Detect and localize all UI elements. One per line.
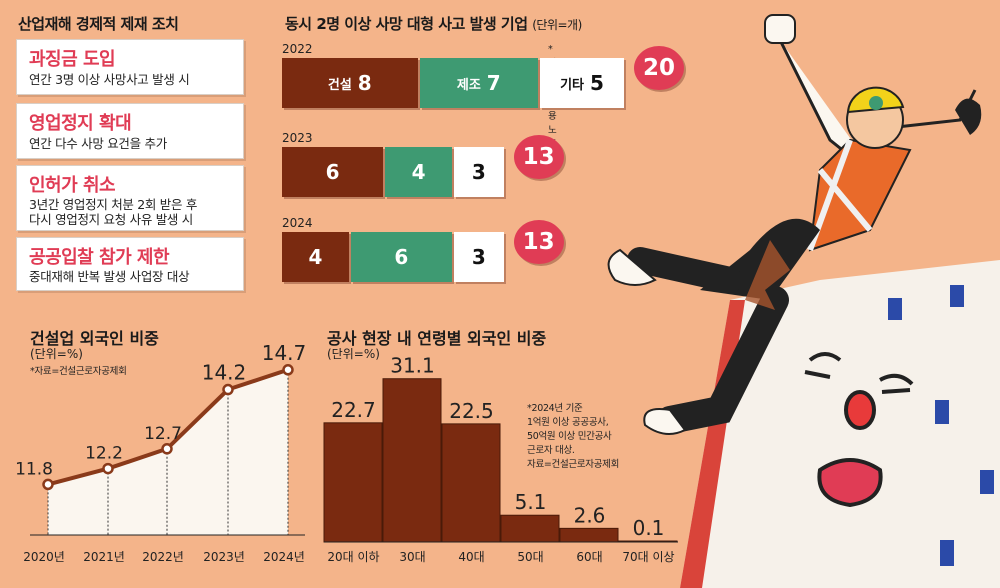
segment-value: 8: [357, 71, 372, 95]
data-point: [222, 383, 234, 396]
total-bubble: 13: [513, 135, 564, 179]
stack-segment-other: 기타 5: [540, 58, 624, 108]
age-bar: [323, 422, 383, 543]
total-bubble: 13: [513, 220, 564, 264]
accident-chart-title: 동시 2명 이상 사망 대형 사고 발생 기업: [285, 15, 528, 33]
age-note: 근로자 대상.: [527, 445, 575, 456]
value-label: 14.7: [262, 341, 307, 365]
accident-chart-unit: (단위=개): [532, 18, 582, 32]
data-point: [282, 364, 294, 376]
age-chart-unit: (단위=%): [327, 347, 380, 361]
x-tick-label: 2021년: [83, 550, 125, 564]
value-label: 12.7: [144, 424, 182, 444]
foreign-share-title: 건설업 외국인 비중: [30, 329, 159, 348]
segment-value: 4: [308, 245, 323, 269]
foreign-share-line-chart: 11.8 2020년 12.2 2021년 12.7 2022년 14.2 2023년 14.7…: [15, 341, 307, 564]
measure-card-suspension: 영업정지 확대 연간 다수 사망 요건을 추가: [16, 103, 244, 159]
stack-segment-other: 3: [454, 147, 504, 197]
data-point: [161, 443, 173, 455]
measure-desc: 연간 3명 이상 사망사고 발생 시: [29, 72, 190, 87]
series-name: 건설: [327, 77, 352, 93]
value-label: 11.8: [15, 459, 53, 479]
foreign-share-unit: (단위=%): [30, 347, 83, 361]
segment-value: 4: [411, 160, 426, 184]
segment-value: 6: [325, 160, 340, 184]
measure-title: 공공입찰 참가 제한: [29, 247, 170, 268]
segment-value: 5: [590, 71, 604, 95]
x-tick-label: 60대: [576, 550, 602, 564]
window-icon: [888, 298, 902, 320]
foreign-share-source: *자료=건설근로자공제회: [30, 366, 127, 377]
age-note: 자료=건설근로자공제회: [527, 459, 620, 470]
segment-value: 7: [486, 71, 501, 95]
stack-segment-manufacturing: 제조 7: [419, 58, 538, 108]
value-label: 2.6: [574, 503, 606, 527]
series-name: 제조: [456, 77, 481, 93]
x-tick-label: 2020년: [23, 550, 65, 564]
worker-icon: [607, 14, 982, 435]
stack-segment-construction: 4: [282, 232, 349, 282]
x-tick-label: 50대: [517, 550, 543, 564]
x-tick-label: 40대: [458, 550, 484, 564]
measures-title: 산업재해 경제적 제재 조치: [18, 15, 179, 33]
data-point: [102, 462, 114, 475]
falling-worker-illustration: [607, 14, 1000, 588]
age-chart-notes: *2024년 기준 1억원 이상 공공공사, 50억원 이상 민간공사 근로자 …: [527, 400, 619, 470]
measure-title: 영업정지 확대: [29, 113, 132, 134]
age-bar-chart: 22.7 20대 이하 31.1 30대 22.5 40대 5.1 50대 2.6 60대 0.1 7…: [323, 354, 678, 564]
value-label: 5.1: [515, 490, 547, 514]
age-bar: [500, 514, 560, 543]
measure-desc: 다시 영업정지 요청 사유 발생 시: [29, 212, 193, 227]
value-label: 0.1: [633, 516, 665, 540]
age-note: *2024년 기준: [527, 403, 583, 414]
window-icon: [935, 400, 949, 424]
age-bar: [441, 423, 501, 543]
x-tick-label: 2023년: [203, 550, 245, 564]
stack-segment-construction: 건설 8: [282, 58, 418, 108]
age-note: 1억원 이상 공공공사,: [527, 417, 609, 428]
age-chart-title: 공사 현장 내 연령별 외국인 비중: [327, 329, 547, 348]
x-tick-label: 2024년: [263, 550, 305, 564]
stack-segment-other: 3: [454, 232, 504, 282]
value-label: 22.7: [331, 398, 376, 422]
age-note: 50억원 이상 민간공사: [527, 431, 612, 442]
stack-segment-manufacturing: 4: [385, 147, 452, 197]
measure-title: 과징금 도입: [29, 49, 116, 70]
stack-segment-manufacturing: 6: [350, 232, 452, 282]
measure-title: 인허가 취소: [29, 175, 116, 196]
value-label: 14.2: [202, 361, 247, 385]
segment-value: 3: [471, 160, 486, 184]
measure-card-bidding: 공공입찰 참가 제한 중대재해 반복 발생 사업장 대상: [16, 237, 244, 291]
window-icon: [950, 285, 964, 307]
value-label: 31.1: [390, 354, 435, 378]
age-bar: [382, 378, 442, 543]
segment-value: 6: [394, 245, 409, 269]
x-tick-label: 2022년: [142, 550, 184, 564]
series-name: 기타: [560, 77, 584, 93]
measure-desc: 3년간 영업정지 처분 2회 받은 후: [29, 197, 198, 212]
window-icon: [980, 470, 994, 494]
segment-value: 3: [471, 245, 486, 269]
value-label: 22.5: [449, 399, 494, 423]
measure-card-license: 인허가 취소 3년간 영업정지 처분 2회 받은 후 다시 영업정지 요청 사유…: [16, 165, 244, 231]
x-tick-label: 20대 이하: [327, 550, 379, 564]
building-shape: [680, 260, 1000, 588]
data-point: [42, 478, 54, 491]
age-bar: [559, 527, 619, 543]
measure-card-fine: 과징금 도입 연간 3명 이상 사망사고 발생 시: [16, 39, 244, 95]
building-face-icon: [804, 352, 914, 508]
value-label: 12.2: [85, 444, 123, 464]
total-bubble: 20: [634, 46, 684, 90]
stack-segment-construction: 6: [282, 147, 384, 197]
measure-desc: 연간 다수 사망 요건을 추가: [29, 136, 167, 151]
x-tick-label: 70대 이상: [622, 550, 674, 564]
measure-desc: 중대재해 반복 발생 사업장 대상: [29, 269, 190, 284]
x-tick-label: 30대: [399, 550, 425, 564]
window-icon: [940, 540, 954, 566]
